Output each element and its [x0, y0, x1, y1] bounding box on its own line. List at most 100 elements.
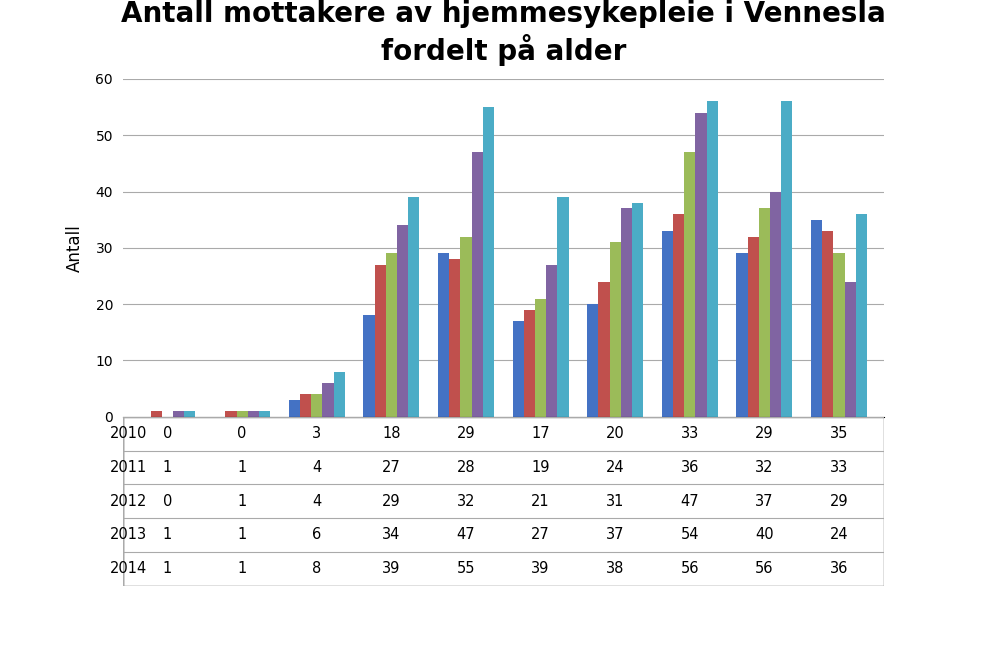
- Text: 2014: 2014: [110, 561, 147, 576]
- Text: 1: 1: [238, 561, 246, 576]
- Text: 54: 54: [681, 528, 699, 542]
- Text: 29: 29: [830, 494, 848, 509]
- Text: 34: 34: [382, 528, 401, 542]
- Text: 40: 40: [755, 528, 774, 542]
- Bar: [438, 253, 449, 417]
- Text: 24: 24: [606, 460, 625, 475]
- Text: 39: 39: [382, 561, 401, 576]
- Text: 1: 1: [163, 561, 172, 576]
- Bar: [546, 265, 558, 417]
- Text: 56: 56: [755, 561, 774, 576]
- Title: Antall mottakere av hjemmesykepleie i Vennesla
fordelt på alder: Antall mottakere av hjemmesykepleie i Ve…: [121, 0, 886, 66]
- Bar: [102, 460, 121, 475]
- FancyBboxPatch shape: [123, 417, 884, 586]
- Text: 28: 28: [457, 460, 475, 475]
- Bar: [102, 561, 121, 576]
- Text: 33: 33: [830, 460, 848, 475]
- Text: 1: 1: [163, 460, 172, 475]
- Bar: [247, 411, 259, 417]
- Text: 4: 4: [312, 494, 321, 509]
- Text: 36: 36: [681, 460, 699, 475]
- Bar: [237, 411, 247, 417]
- Bar: [311, 394, 322, 417]
- Bar: [173, 411, 185, 417]
- Bar: [747, 237, 759, 417]
- Text: 29: 29: [755, 426, 774, 441]
- Y-axis label: Antall: Antall: [67, 224, 84, 272]
- Text: 29: 29: [457, 426, 475, 441]
- Bar: [289, 400, 300, 417]
- Text: 27: 27: [382, 460, 401, 475]
- Bar: [300, 394, 311, 417]
- Text: 35: 35: [830, 426, 848, 441]
- Bar: [322, 383, 334, 417]
- Text: 1: 1: [238, 494, 246, 509]
- Text: 47: 47: [681, 494, 699, 509]
- Bar: [483, 107, 494, 417]
- Text: 8: 8: [312, 561, 321, 576]
- Text: 2013: 2013: [110, 528, 147, 542]
- Bar: [513, 321, 523, 417]
- Text: 2011: 2011: [110, 460, 147, 475]
- Bar: [621, 209, 632, 417]
- Text: 21: 21: [531, 494, 550, 509]
- Text: 0: 0: [238, 426, 246, 441]
- Bar: [102, 426, 121, 442]
- Bar: [334, 372, 345, 417]
- Text: 36: 36: [830, 561, 848, 576]
- Bar: [225, 411, 237, 417]
- Text: 32: 32: [457, 494, 475, 509]
- Bar: [461, 237, 471, 417]
- Bar: [822, 231, 834, 417]
- Bar: [834, 253, 845, 417]
- Bar: [845, 282, 856, 417]
- Bar: [449, 259, 461, 417]
- Text: 18: 18: [382, 426, 401, 441]
- Text: 38: 38: [606, 561, 625, 576]
- Text: 6: 6: [312, 528, 321, 542]
- Text: 0: 0: [163, 494, 172, 509]
- Bar: [673, 214, 684, 417]
- Text: 32: 32: [755, 460, 774, 475]
- Text: 39: 39: [531, 561, 550, 576]
- Text: 1: 1: [163, 528, 172, 542]
- Text: 2012: 2012: [110, 494, 147, 509]
- Bar: [471, 152, 483, 417]
- Bar: [102, 494, 121, 509]
- Bar: [684, 152, 695, 417]
- Text: 55: 55: [457, 561, 475, 576]
- Text: 0: 0: [163, 426, 172, 441]
- Bar: [598, 282, 610, 417]
- Text: 1: 1: [238, 460, 246, 475]
- Text: 56: 56: [681, 561, 699, 576]
- Text: 3: 3: [312, 426, 321, 441]
- Bar: [770, 191, 782, 417]
- Bar: [397, 225, 409, 417]
- Bar: [363, 315, 374, 417]
- Bar: [811, 220, 822, 417]
- Bar: [150, 411, 162, 417]
- Bar: [558, 197, 569, 417]
- Bar: [374, 265, 386, 417]
- Text: 2010: 2010: [110, 426, 147, 441]
- Text: 1: 1: [238, 528, 246, 542]
- Text: 37: 37: [606, 528, 625, 542]
- Text: 37: 37: [755, 494, 774, 509]
- Text: 29: 29: [382, 494, 401, 509]
- Bar: [102, 527, 121, 543]
- Bar: [856, 214, 867, 417]
- Text: 17: 17: [531, 426, 550, 441]
- Bar: [759, 209, 770, 417]
- Bar: [587, 304, 598, 417]
- Bar: [782, 101, 792, 417]
- Text: 24: 24: [830, 528, 848, 542]
- Text: 4: 4: [312, 460, 321, 475]
- Bar: [523, 310, 535, 417]
- Bar: [736, 253, 747, 417]
- Text: 33: 33: [681, 426, 699, 441]
- Bar: [409, 197, 419, 417]
- Bar: [662, 231, 673, 417]
- Text: 20: 20: [606, 426, 625, 441]
- Text: 27: 27: [531, 528, 550, 542]
- Bar: [695, 113, 707, 417]
